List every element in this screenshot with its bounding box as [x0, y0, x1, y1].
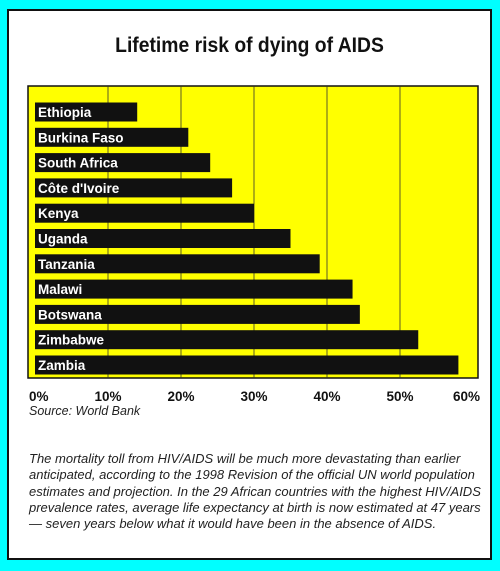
bar — [35, 279, 353, 299]
bar — [35, 304, 360, 324]
bar — [35, 203, 254, 223]
bar — [35, 229, 291, 248]
bar-label: Ethiopia — [38, 105, 92, 120]
chart-panel: Lifetime risk of dying of AIDS Ethiopia B… — [7, 9, 492, 560]
chart-title: Lifetime risk of dying of AIDS — [115, 34, 384, 57]
bar-chart: Ethiopia Burkina Faso South Africa Côte d'I… — [27, 85, 480, 404]
bar-label: Botswana — [38, 307, 102, 322]
bar-label: Uganda — [38, 232, 88, 247]
bar — [35, 153, 211, 173]
bar-label: Côte d'Ivoire — [38, 181, 120, 196]
x-tick-label: 10% — [94, 389, 121, 404]
x-tick-label: 30% — [240, 389, 267, 404]
bar-label: Zambia — [38, 358, 86, 373]
bar-label: Kenya — [38, 206, 79, 221]
bar — [35, 254, 320, 274]
bar-label: Malawi — [38, 282, 82, 297]
x-tick-label: 0% — [29, 389, 49, 404]
x-tick-label: 60% — [453, 389, 480, 404]
bar — [35, 330, 419, 350]
bar-label: South Africa — [38, 156, 118, 171]
bar — [35, 178, 233, 198]
bar-label: Tanzania — [38, 257, 95, 272]
bar-label: Burkina Faso — [38, 130, 124, 145]
bar — [35, 102, 138, 122]
bar — [35, 355, 459, 375]
caption-text: The mortality toll from HIV/AIDS will be… — [29, 451, 481, 532]
source-note: Source: World Bank — [29, 404, 141, 418]
bar-label: Zimbabwe — [38, 333, 105, 348]
x-tick-label: 50% — [386, 389, 413, 404]
bar — [35, 127, 189, 147]
x-tick-label: 40% — [313, 389, 340, 404]
x-tick-label: 20% — [167, 389, 194, 404]
